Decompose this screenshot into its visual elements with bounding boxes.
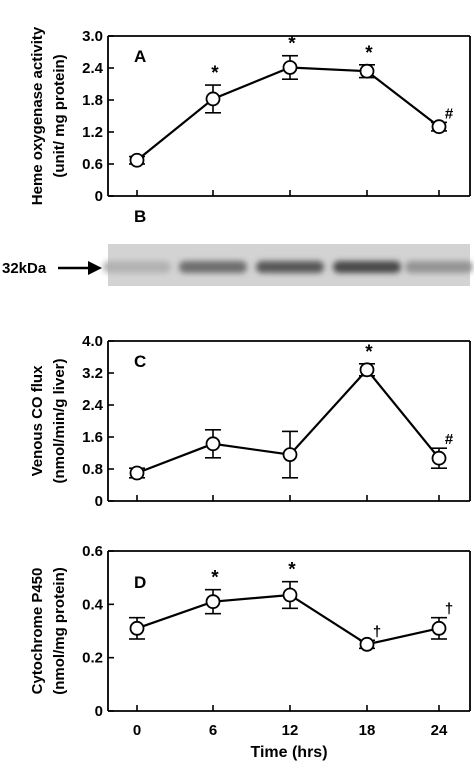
y-tick-label: 3.0 [82,28,103,45]
blot-band [103,261,171,273]
data-point [282,587,298,603]
significance-mark: * [365,43,373,64]
data-point [282,60,298,75]
significance-mark: † [445,601,453,618]
x-tick-label: 0 [133,722,141,739]
x-axis-label: Time (hrs) [250,744,327,761]
panel-a: 0 0.6 1.2 1.8 2.4 3.0 A Heme oxygenase activity… [29,26,471,205]
significance-mark: * [211,63,219,84]
panel-label: D [134,573,146,592]
data-point [205,436,221,452]
panel-c: 0 0.8 1.6 2.4 3.2 4.0 C Venous CO flux (nmol/min… [29,333,471,510]
blot-band [179,261,247,273]
y-axis-label: (unit/ mg protein) [51,54,68,177]
data-point [205,91,221,107]
data-point [282,447,298,463]
panel-label: C [134,352,146,371]
series-line [136,593,440,646]
arrow-icon [88,261,102,275]
y-tick-label: 0.6 [82,156,103,173]
blot-band [256,261,324,273]
x-tick-label: 6 [209,722,217,739]
y-tick-label: 0 [95,188,103,205]
data-point [129,620,145,636]
y-tick-label: 1.6 [82,429,103,446]
significance-mark: # [445,431,454,448]
y-tick-label: 1.8 [82,92,103,109]
y-tick-label: 2.4 [82,60,104,77]
panel-label: A [134,47,146,66]
x-tick-label: 12 [282,722,299,739]
y-axis-label: Heme oxygenase activity [29,26,46,205]
panel-b: B 32kDa [2,207,473,286]
blot-band [405,261,473,273]
significance-mark: # [445,105,454,122]
data-point [359,636,375,652]
y-tick-label: 4.0 [82,333,103,350]
x-tick-label: 24 [431,722,448,739]
y-axis-label: (nmol/min/g liver) [51,358,68,483]
data-point [431,450,447,466]
significance-mark: * [288,560,296,581]
y-tick-label: 0 [95,703,103,720]
data-point [359,63,375,79]
data-point [431,620,447,636]
y-tick-label: 0.6 [82,543,103,560]
band-size-label: 32kDa [2,260,47,277]
y-tick-label: 0 [95,493,103,510]
y-tick-label: 0.4 [82,596,104,613]
y-tick-label: 3.2 [82,365,103,382]
data-point [205,594,221,610]
data-point [129,465,145,481]
y-axis-label: (nmol/mg protein) [51,567,68,695]
series-line [136,66,440,162]
data-point [129,152,145,168]
y-tick-label: 0.8 [82,461,103,478]
x-tick-label: 18 [359,722,376,739]
data-point [431,119,447,135]
y-axis-label: Venous CO flux [29,365,46,477]
significance-mark: * [211,568,219,589]
significance-mark: * [288,34,296,55]
y-tick-label: 0.2 [82,650,103,667]
blot-band [333,261,401,273]
panel-d: 0 0.2 0.4 0.6 D Cytochrome P450 (nmol/mg prote… [29,543,471,761]
y-axis-label: Cytochrome P450 [29,568,46,695]
y-tick-label: 1.2 [82,124,103,141]
panel-label: B [134,207,146,226]
significance-mark: * [365,342,373,363]
y-tick-label: 2.4 [82,397,104,414]
significance-mark: † [373,623,381,640]
data-point [359,362,375,378]
